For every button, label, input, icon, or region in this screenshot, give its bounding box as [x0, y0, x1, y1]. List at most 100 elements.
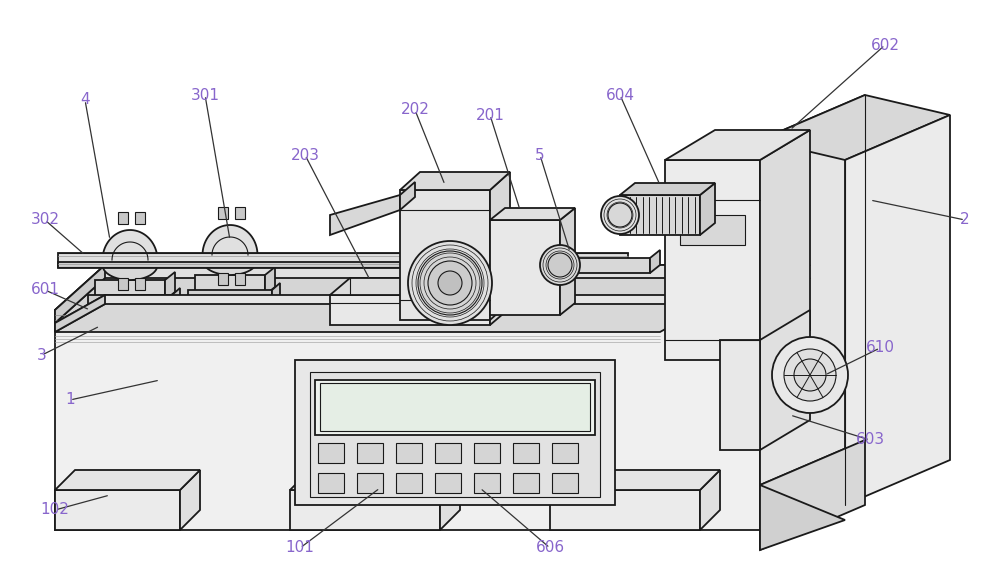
Polygon shape: [202, 225, 258, 255]
Text: 203: 203: [290, 148, 320, 162]
Bar: [318, 473, 344, 493]
Circle shape: [772, 337, 848, 413]
Bar: [513, 473, 539, 493]
Polygon shape: [55, 295, 105, 332]
Polygon shape: [55, 295, 710, 323]
Polygon shape: [400, 182, 415, 210]
Circle shape: [438, 271, 462, 295]
Polygon shape: [88, 295, 172, 307]
Bar: [474, 473, 500, 493]
Bar: [310, 372, 600, 497]
Polygon shape: [180, 470, 200, 530]
Bar: [435, 473, 461, 493]
Polygon shape: [202, 260, 258, 275]
Polygon shape: [760, 485, 845, 550]
Polygon shape: [55, 310, 760, 530]
Bar: [118, 278, 128, 290]
Polygon shape: [290, 470, 460, 490]
Text: 603: 603: [855, 432, 885, 448]
Bar: [320, 383, 590, 431]
Polygon shape: [330, 295, 490, 325]
Circle shape: [418, 251, 482, 315]
Polygon shape: [760, 310, 810, 450]
Circle shape: [428, 261, 472, 305]
Polygon shape: [55, 278, 810, 323]
Circle shape: [794, 359, 826, 391]
Polygon shape: [55, 265, 810, 310]
Polygon shape: [490, 220, 560, 315]
Polygon shape: [172, 288, 180, 307]
Text: 2: 2: [960, 212, 970, 228]
Polygon shape: [440, 470, 460, 530]
Polygon shape: [290, 490, 440, 530]
Text: 3: 3: [37, 348, 47, 362]
Bar: [118, 212, 128, 224]
Polygon shape: [195, 275, 265, 295]
Circle shape: [408, 241, 492, 325]
Text: 604: 604: [606, 88, 635, 102]
Polygon shape: [165, 272, 175, 300]
Polygon shape: [550, 490, 700, 530]
Text: 102: 102: [41, 503, 69, 517]
Polygon shape: [760, 95, 950, 160]
Bar: [58, 253, 628, 267]
Polygon shape: [760, 130, 810, 360]
Text: 302: 302: [30, 212, 60, 228]
Bar: [235, 273, 245, 285]
Polygon shape: [55, 304, 710, 332]
Circle shape: [784, 349, 836, 401]
Polygon shape: [760, 95, 865, 485]
Polygon shape: [760, 440, 865, 550]
Polygon shape: [560, 208, 575, 315]
Bar: [218, 273, 228, 285]
Text: 5: 5: [535, 148, 545, 162]
Polygon shape: [188, 290, 272, 302]
Bar: [218, 207, 228, 219]
Bar: [396, 443, 422, 463]
Bar: [396, 473, 422, 493]
Circle shape: [601, 196, 639, 234]
Text: 610: 610: [866, 341, 895, 355]
Text: 602: 602: [870, 37, 900, 53]
Circle shape: [548, 253, 572, 277]
Polygon shape: [760, 265, 810, 530]
Polygon shape: [490, 208, 575, 220]
Polygon shape: [55, 490, 180, 530]
Polygon shape: [700, 183, 715, 235]
Polygon shape: [330, 278, 510, 295]
Text: 1: 1: [65, 392, 75, 408]
Circle shape: [540, 245, 580, 285]
Text: 202: 202: [401, 102, 429, 118]
Polygon shape: [650, 250, 660, 273]
Bar: [474, 443, 500, 463]
Polygon shape: [55, 265, 105, 323]
Circle shape: [608, 203, 632, 227]
Bar: [513, 443, 539, 463]
Polygon shape: [330, 195, 400, 235]
Bar: [357, 443, 383, 463]
Polygon shape: [665, 130, 810, 160]
Bar: [552, 443, 578, 463]
Polygon shape: [95, 280, 165, 300]
Polygon shape: [665, 160, 760, 360]
Bar: [295, 360, 615, 505]
Bar: [315, 380, 595, 435]
Bar: [318, 443, 344, 463]
Bar: [680, 215, 745, 245]
Polygon shape: [620, 183, 715, 195]
Bar: [357, 473, 383, 493]
Bar: [135, 212, 145, 224]
Polygon shape: [103, 265, 158, 280]
Text: 101: 101: [286, 541, 314, 555]
Polygon shape: [560, 258, 650, 273]
Polygon shape: [700, 470, 720, 530]
Bar: [58, 262, 628, 268]
Polygon shape: [620, 195, 700, 235]
Polygon shape: [720, 340, 760, 450]
Bar: [435, 443, 461, 463]
Text: 601: 601: [30, 282, 60, 298]
Polygon shape: [55, 265, 810, 310]
Polygon shape: [265, 267, 275, 295]
Text: 301: 301: [190, 88, 220, 102]
Polygon shape: [845, 115, 950, 505]
